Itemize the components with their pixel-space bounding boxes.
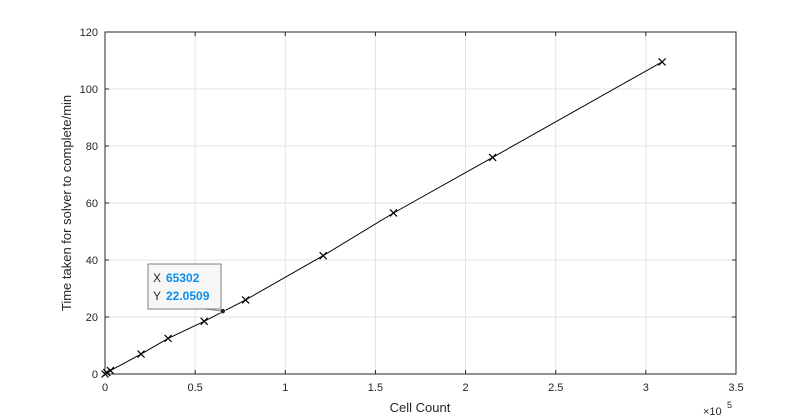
x-axis-ticks: 0 0.5 1 1.5 2 2.5 3 3.5	[102, 32, 744, 394]
data-tip[interactable]: X 65302 Y 22.0509	[147, 263, 226, 315]
data-tip-y-value: 22.0509	[166, 289, 210, 303]
y-tick-label: 120	[80, 27, 98, 39]
data-tip-x-value: 65302	[166, 271, 200, 285]
data-point-marker	[658, 58, 667, 66]
y-axis-ticks: 0 20 40 60 80 100 120	[80, 27, 736, 381]
x-exponent-label: ×10	[703, 406, 722, 418]
data-point-marker	[200, 317, 209, 326]
series-markers	[101, 58, 667, 378]
y-tick-label: 40	[86, 255, 98, 267]
y-tick-label: 20	[86, 312, 98, 324]
y-axis-title: Time taken for solver to complete/min	[59, 95, 74, 311]
x-tick-label: 3.5	[728, 382, 743, 394]
data-tip-box	[147, 263, 222, 310]
data-point-marker	[241, 295, 250, 304]
y-tick-label: 80	[86, 141, 98, 153]
data-tip-x-label: X	[153, 271, 161, 285]
data-point-marker	[164, 334, 173, 343]
y-tick-label: 0	[92, 369, 98, 381]
x-tick-label: 0	[102, 382, 108, 394]
data-point-marker	[488, 153, 497, 162]
x-tick-label: 2	[463, 382, 469, 394]
x-tick-label: 3	[643, 382, 649, 394]
x-tick-label: 1	[282, 382, 288, 394]
data-point-marker	[389, 209, 398, 217]
x-tick-label: 1.5	[368, 382, 383, 394]
y-tick-label: 60	[86, 198, 98, 210]
data-point-marker	[102, 368, 111, 377]
data-point-marker	[319, 251, 328, 260]
data-tip-y-label: Y	[153, 289, 161, 303]
plot-frame	[104, 31, 737, 375]
x-tick-label: 2.5	[548, 382, 563, 394]
y-tick-label: 100	[80, 84, 98, 96]
x-axis-title: Cell Count	[390, 400, 451, 415]
x-tick-label: 0.5	[187, 382, 202, 394]
data-point-marker	[106, 366, 115, 375]
x-exponent-power: 5	[727, 400, 732, 410]
data-point-marker	[137, 350, 145, 358]
data-tip-point[interactable]	[219, 308, 226, 315]
